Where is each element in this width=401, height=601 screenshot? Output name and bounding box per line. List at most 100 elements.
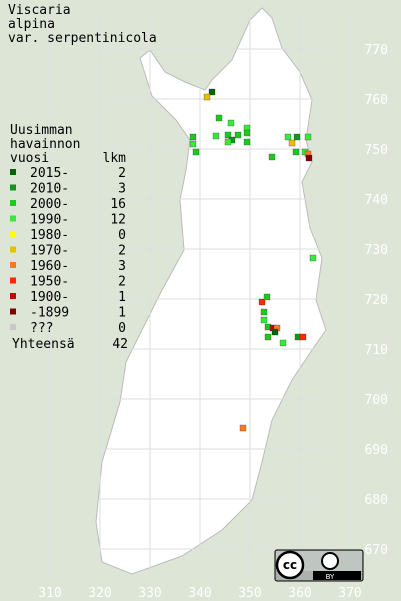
- observation: [309, 254, 317, 262]
- x-label: 310: [38, 586, 61, 601]
- observation: [215, 114, 223, 122]
- legend-label: 2010-: [30, 182, 69, 197]
- x-label: 350: [238, 586, 261, 601]
- observation: [304, 133, 312, 141]
- legend-swatch: [10, 308, 16, 315]
- legend-swatch: [10, 262, 16, 268]
- legend-swatch: [10, 184, 16, 191]
- legend-label: 1990-: [30, 213, 69, 228]
- y-label: 690: [365, 443, 388, 458]
- legend-swatch: [10, 215, 16, 222]
- legend-label: 1970-: [30, 244, 69, 259]
- observation: [264, 333, 272, 341]
- legend-label: 1900-: [30, 290, 69, 305]
- legend-heading: Uusimman: [10, 123, 73, 138]
- legend-count: 1: [118, 306, 126, 321]
- legend-swatch: [10, 277, 16, 284]
- observation: [203, 93, 211, 101]
- x-label: 370: [338, 586, 361, 601]
- total-label: Yhteensä: [12, 337, 75, 352]
- y-label: 720: [365, 293, 388, 308]
- observation: [284, 133, 292, 141]
- legend-swatch: [10, 200, 16, 206]
- legend-count: 0: [118, 321, 126, 336]
- legend-heading: vuosi: [10, 151, 49, 166]
- legend-count: 2: [118, 275, 126, 290]
- y-label: 710: [365, 343, 388, 358]
- y-label: 730: [365, 243, 388, 258]
- observation: [293, 133, 301, 141]
- by-band: [313, 571, 361, 580]
- x-label: 330: [138, 586, 161, 601]
- legend-swatch: [10, 169, 16, 175]
- legend-count: 0: [118, 228, 126, 243]
- observations: [189, 88, 317, 432]
- x-label: 320: [88, 586, 111, 601]
- observation: [234, 131, 242, 139]
- legend-label: ???: [30, 321, 53, 336]
- legend-count: 2: [118, 166, 126, 181]
- legend-swatch: [10, 246, 16, 253]
- observation: [189, 133, 197, 141]
- by-text: BY: [326, 573, 335, 581]
- grid: [49, 10, 351, 575]
- legend-count: 3: [118, 182, 126, 197]
- observation: [239, 424, 247, 432]
- y-label: 680: [365, 493, 388, 508]
- observation: [305, 154, 313, 162]
- observation: [224, 138, 232, 146]
- observation: [271, 328, 279, 336]
- legend-label: 2000-: [30, 197, 69, 212]
- title-line: var. serpentinicola: [8, 31, 157, 46]
- legend-count: 1: [118, 290, 126, 305]
- legend-swatch: [10, 231, 16, 237]
- observation: [288, 139, 296, 147]
- license-badge: cc BY: [274, 549, 364, 582]
- legend-count: 2: [118, 244, 126, 259]
- observation: [243, 138, 251, 146]
- legend-swatch: [10, 293, 16, 299]
- observation: [260, 316, 268, 324]
- x-label: 340: [188, 586, 211, 601]
- observation: [189, 140, 197, 148]
- by-icon: [321, 552, 339, 570]
- legend-count: 12: [110, 213, 126, 228]
- legend-label: 1960-: [30, 259, 69, 274]
- y-label: 750: [365, 143, 388, 158]
- observation: [299, 333, 307, 341]
- observation: [279, 339, 287, 347]
- y-label: 670: [365, 543, 388, 558]
- observation: [192, 148, 200, 156]
- observation: [227, 119, 235, 127]
- legend-label: -1899: [30, 306, 69, 321]
- observation: [258, 298, 266, 306]
- legend-count: 16: [110, 197, 126, 212]
- legend-label: 1980-: [30, 228, 69, 243]
- legend-swatch: [10, 324, 16, 330]
- y-label: 700: [365, 393, 388, 408]
- cc-text: cc: [283, 558, 297, 572]
- observation: [243, 129, 251, 137]
- legend-count: 3: [118, 259, 126, 274]
- observation: [263, 293, 271, 301]
- legend-heading: havainnon: [10, 137, 80, 152]
- cc-circle: [275, 550, 305, 580]
- observation: [224, 131, 232, 139]
- observation: [260, 308, 268, 316]
- legend-label: 2015-: [30, 166, 69, 181]
- legend-count-heading: lkm: [103, 151, 127, 166]
- legend-label: 1950-: [30, 275, 69, 290]
- observation: [268, 153, 276, 161]
- observation: [212, 132, 220, 140]
- total-count: 42: [112, 337, 128, 352]
- y-label: 760: [365, 93, 388, 108]
- title-line: alpina: [8, 17, 55, 32]
- observation: [208, 88, 216, 96]
- observation: [292, 148, 300, 156]
- y-label: 740: [365, 193, 388, 208]
- y-label: 770: [365, 43, 388, 58]
- x-label: 360: [288, 586, 311, 601]
- title-line: Viscaria: [8, 3, 71, 18]
